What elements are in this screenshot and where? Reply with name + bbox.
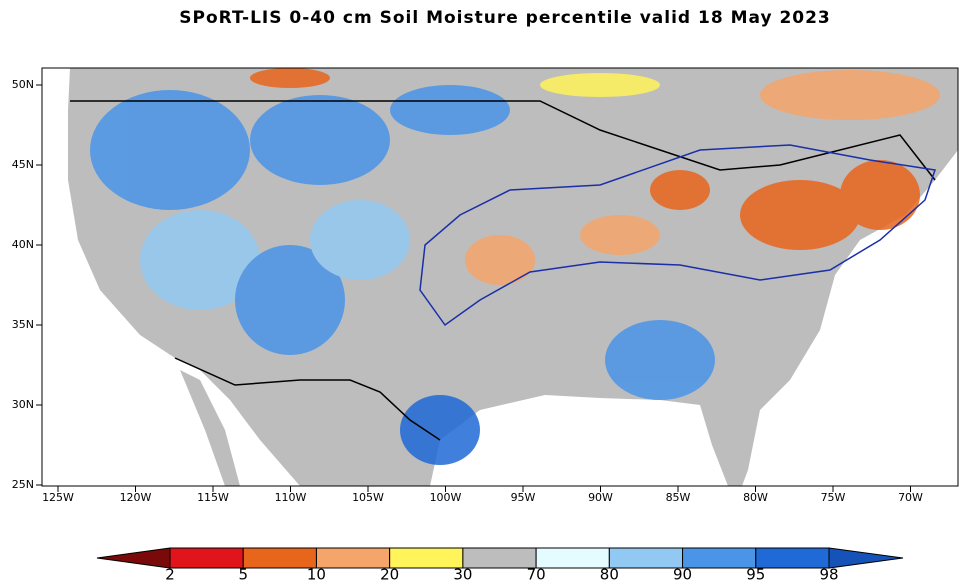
- colorbar-segment: [389, 547, 464, 569]
- colorbar-segment: [315, 547, 391, 569]
- colorbar-label: 10: [307, 566, 326, 581]
- lon-tick-label: 70W: [898, 491, 923, 504]
- colorbar-label: 30: [453, 566, 472, 581]
- colorbar-extend-high: [828, 547, 904, 569]
- colorbar-segment: [242, 547, 317, 569]
- lon-tick-label: 105W: [352, 491, 384, 504]
- colorbar-label: 20: [380, 566, 399, 581]
- colorbar-label: 90: [673, 566, 692, 581]
- lon-tick-label: 90W: [588, 491, 613, 504]
- moisture-patterns: [90, 68, 940, 465]
- lat-tick-label: 50N: [12, 78, 34, 91]
- contour: [419, 144, 936, 327]
- colorbar-label: 2: [165, 566, 175, 581]
- lon-tick-label: 120W: [120, 491, 152, 504]
- baja: [180, 370, 240, 486]
- colorbar-segment: [755, 547, 830, 569]
- lat-tick-label: 35N: [12, 318, 34, 331]
- lon-tick-label: 110W: [275, 491, 307, 504]
- colorbar-segment: [608, 547, 684, 569]
- lon-tick-label: 125W: [42, 491, 74, 504]
- colorbar-label: 80: [600, 566, 619, 581]
- lat-tick-label: 40N: [12, 238, 34, 251]
- lon-tick-label: 100W: [430, 491, 462, 504]
- colorbar-segment: [462, 547, 537, 569]
- us-border: [70, 100, 936, 441]
- colorbar-label: 95: [746, 566, 765, 581]
- map: [41, 67, 959, 487]
- colorbar-label: 70: [527, 566, 546, 581]
- lat-tick-label: 25N: [12, 478, 34, 491]
- colorbar-label: 98: [819, 566, 838, 581]
- colorbar-label: 5: [238, 566, 248, 581]
- lon-tick-label: 115W: [197, 491, 229, 504]
- lon-tick-label: 80W: [743, 491, 768, 504]
- colorbar-segment: [169, 547, 244, 569]
- lon-tick-label: 85W: [666, 491, 691, 504]
- map-frame: [41, 67, 959, 487]
- lon-tick-label: 95W: [511, 491, 536, 504]
- lat-tick-label: 30N: [12, 398, 34, 411]
- lon-tick-label: 75W: [821, 491, 846, 504]
- map-title: SPoRT-LIS 0-40 cm Soil Moisture percenti…: [179, 8, 831, 28]
- colorbar-segment: [682, 547, 757, 569]
- colorbar-extend-low: [96, 547, 171, 569]
- lat-tick-label: 45N: [12, 158, 34, 171]
- colorbar-segment: [535, 547, 610, 569]
